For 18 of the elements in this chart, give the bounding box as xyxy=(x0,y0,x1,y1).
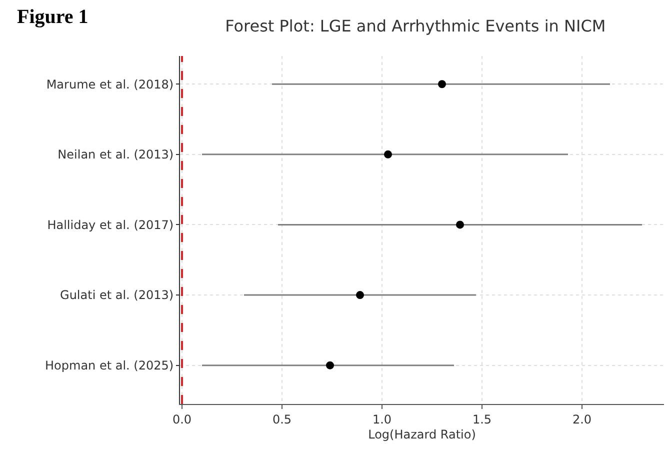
point xyxy=(456,220,464,229)
x-tick-label: 1.0 xyxy=(372,412,392,426)
x-tick-label: 1.5 xyxy=(472,412,492,426)
caption: Figure 1 xyxy=(17,6,88,28)
x-tick-label: 0.0 xyxy=(172,412,192,426)
point xyxy=(356,291,364,300)
y-tick-label: Halliday et al. (2017) xyxy=(47,218,174,232)
x-tick-label: 2.0 xyxy=(572,412,592,426)
point xyxy=(384,150,392,158)
y-tick-label: Marume et al. (2018) xyxy=(46,77,174,92)
y-tick-label: Neilan et al. (2013) xyxy=(58,148,174,162)
y-tick-label: Hopman et al. (2025) xyxy=(45,358,174,373)
y-tick-label: Gulati et al. (2013) xyxy=(60,288,174,302)
x-axis-title: Log(Hazard Ratio) xyxy=(368,427,476,442)
chart-title: Forest Plot: LGE and Arrhythmic Events in NICM xyxy=(225,16,606,36)
point xyxy=(438,80,446,88)
x-tick-label: 0.5 xyxy=(272,412,292,426)
point xyxy=(326,361,334,370)
